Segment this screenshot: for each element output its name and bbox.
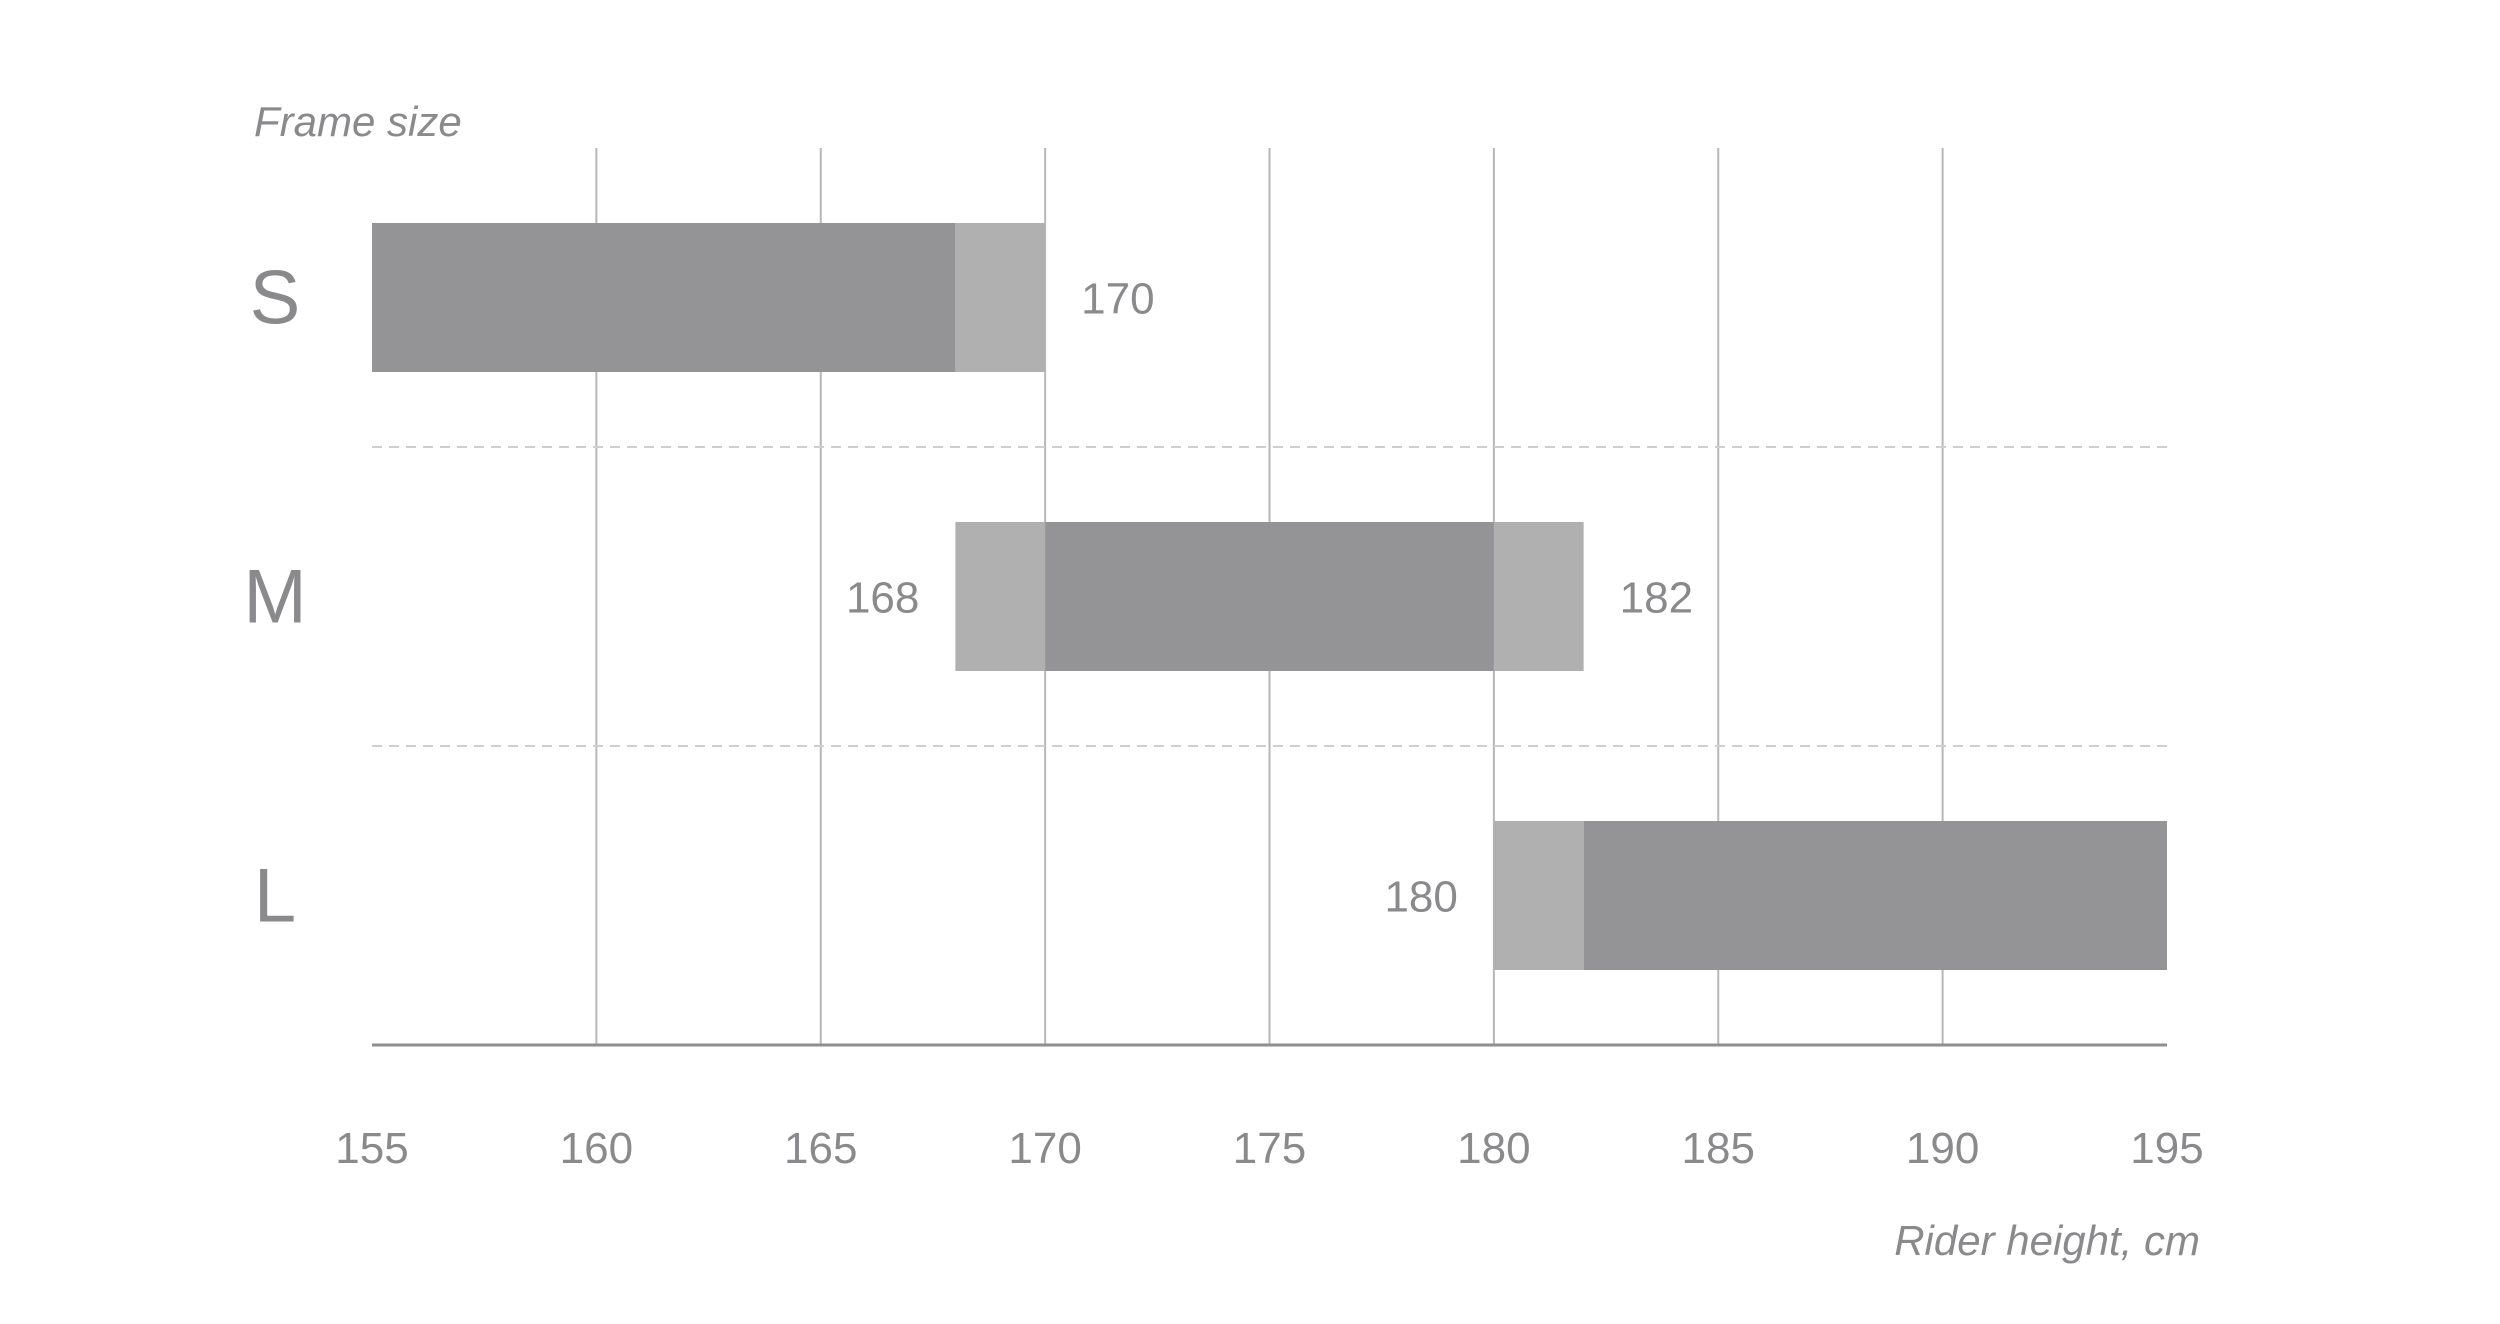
value-label-M-start: 168 [846, 574, 919, 623]
bar-overlap-S-1 [955, 223, 1046, 372]
bar-core-S [372, 223, 956, 372]
bar-overlap-M-1 [955, 522, 1046, 671]
y-axis-title: Frame size [254, 98, 462, 145]
x-tick-label-175: 175 [1233, 1124, 1306, 1173]
size-labels: S M L [243, 256, 306, 939]
bar-overlap-L-1 [1493, 821, 1584, 970]
bars [372, 223, 2167, 970]
x-tick-label-170: 170 [1008, 1124, 1081, 1173]
bar-core-M [1045, 522, 1494, 671]
x-tick-label-155: 155 [335, 1124, 408, 1173]
x-tick-label-165: 165 [784, 1124, 857, 1173]
x-tick-labels: 155 160 165 170 175 180 185 190 195 [335, 1124, 2203, 1173]
x-tick-label-160: 160 [560, 1124, 633, 1173]
x-tick-label-190: 190 [1906, 1124, 1979, 1173]
value-labels: 170 168 182 180 [846, 275, 1693, 922]
x-tick-label-180: 180 [1457, 1124, 1530, 1173]
size-label-S: S [250, 256, 301, 341]
x-tick-label-185: 185 [1682, 1124, 1755, 1173]
bar-core-L [1583, 821, 2167, 970]
value-label-L-start: 180 [1384, 873, 1457, 922]
x-tick-label-195: 195 [2130, 1124, 2203, 1173]
bar-overlap-M-2 [1493, 522, 1584, 671]
size-label-M: M [243, 555, 306, 640]
value-label-S-end: 170 [1081, 275, 1154, 324]
size-label-L: L [254, 854, 296, 939]
value-label-M-end: 182 [1620, 574, 1693, 623]
x-axis-title: Rider height, cm [1894, 1217, 2200, 1264]
